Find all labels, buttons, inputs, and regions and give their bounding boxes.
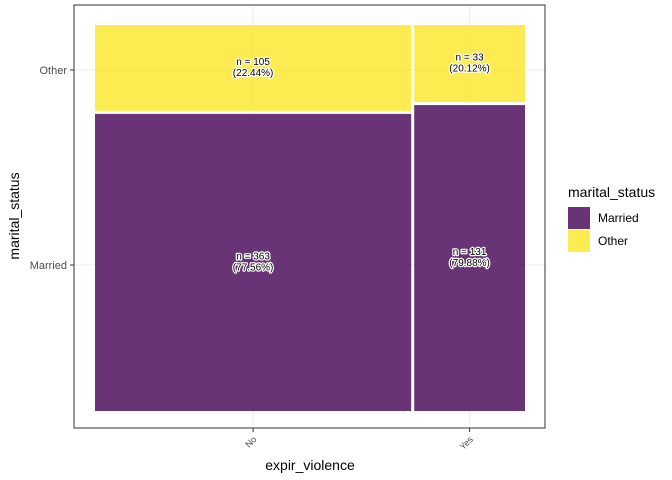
tile-label-count: n = 105 [236, 57, 270, 68]
y-axis-title: marital_status [6, 172, 22, 259]
x-axis-title: expir_violence [265, 457, 355, 473]
tile-no-married [95, 113, 412, 412]
tile-yes-married [414, 105, 525, 411]
tile-label-count: n = 131 [453, 247, 487, 258]
legend-label: Other [598, 234, 628, 248]
x-tick-label: Yes [458, 434, 476, 452]
y-axis: Married Other [30, 65, 74, 272]
tile-label-count: n = 363 [236, 251, 270, 262]
panel-border [73, 4, 546, 429]
legend-items: Married Other [568, 207, 639, 252]
y-tick-label: Married [30, 260, 67, 272]
tile-no-other [95, 25, 412, 111]
tile-label-percent: (79.88%) [449, 258, 490, 269]
x-tick-label: No [243, 434, 258, 449]
mosaic-tiles [95, 25, 525, 412]
legend: marital_status Married Other [568, 184, 655, 252]
tile-yes-other [414, 25, 525, 103]
x-axis: No Yes [243, 428, 475, 452]
legend-title: marital_status [568, 184, 655, 200]
tile-label-count: n = 33 [456, 53, 485, 64]
tile-labels: n = 105(22.44%) n = 363(77.56%) n = 33(20.… [232, 51, 491, 274]
legend-key-other [568, 230, 590, 252]
legend-label: Married [598, 211, 639, 225]
tile-label-percent: (77.56%) [233, 262, 274, 273]
tile-label-percent: (20.12%) [449, 64, 490, 75]
tile-label-percent: (22.44%) [233, 68, 274, 79]
y-tick-label: Other [39, 65, 67, 77]
legend-key-married [568, 207, 590, 229]
